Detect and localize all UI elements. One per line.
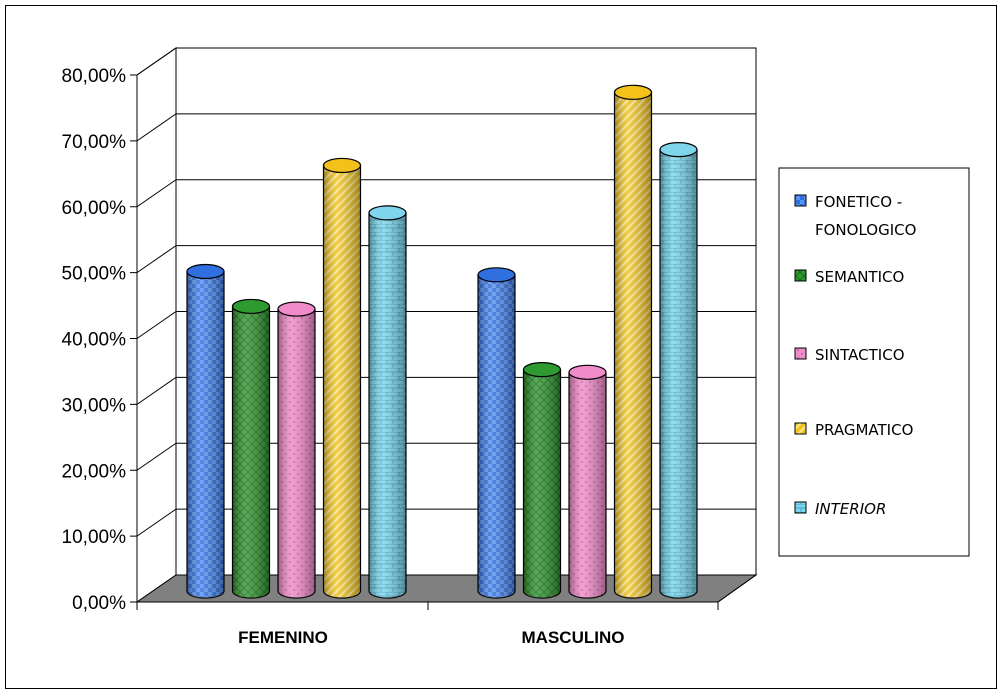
legend-swatch — [794, 501, 807, 514]
legend-item: SINTACTICO — [794, 346, 905, 364]
x-category-label: MASCULINO — [522, 628, 625, 647]
gridline-side — [136, 47, 177, 76]
gridline-side — [136, 508, 177, 537]
x-category-label: FEMENINO — [238, 628, 328, 647]
legend-label: SINTACTICO — [815, 346, 905, 364]
legend-label: FONETICO - — [815, 193, 902, 211]
bar-interior-femenino — [368, 205, 407, 599]
legend-box — [778, 167, 970, 557]
legend-item: SEMANTICO — [794, 268, 904, 286]
y-tick-label: 40,00% — [62, 330, 127, 351]
legend: FONETICO - FONOLOGICO SEMANTICO SINTACTICO P… — [778, 167, 970, 557]
bar-fonetico-fonologico-masculino — [477, 267, 516, 599]
y-tick-label: 60,00% — [62, 198, 127, 219]
bar-pragmatico-femenino — [322, 157, 362, 599]
legend-label: SEMANTICO — [815, 268, 904, 286]
bar-sintactico-masculino — [568, 364, 607, 599]
legend-label: INTERIOR — [815, 500, 886, 518]
gridline-side — [136, 113, 177, 142]
legend-label: FONOLOGICO — [815, 221, 916, 239]
legend-swatch — [794, 194, 807, 207]
legend-label: PRAGMATICO — [815, 421, 913, 439]
bar-semantico-masculino — [522, 362, 562, 599]
bar-pragmatico-masculino — [613, 84, 653, 599]
y-tick-label: 30,00% — [62, 395, 127, 416]
y-tick-label: 50,00% — [62, 264, 127, 285]
legend-swatch — [794, 269, 807, 282]
bar-sintactico-femenino — [277, 301, 316, 599]
y-tick-label: 70,00% — [62, 132, 127, 153]
gridline-side — [136, 442, 177, 471]
gridlines — [136, 47, 756, 537]
legend-swatch — [794, 347, 807, 360]
legend-item: FONETICO - FONOLOGICO — [794, 193, 916, 239]
y-tick-label: 10,00% — [62, 527, 127, 548]
bar-fonetico-fonologico-femenino — [186, 263, 225, 599]
legend-item: PRAGMATICO — [794, 421, 913, 439]
y-axis: 0,00% 10,00% 20,00% 30,00% 40,00% 50,00% 60,00… — [62, 66, 138, 614]
bars — [186, 84, 698, 599]
floor-edge — [717, 574, 757, 603]
bar-interior-masculino — [659, 142, 698, 599]
gridline-side — [136, 245, 177, 274]
legend-item: INTERIOR — [794, 500, 886, 518]
gridline-side — [136, 376, 177, 405]
gridline-side — [136, 311, 177, 339]
x-axis: FEMENINO MASCULINO — [136, 574, 757, 647]
y-tick-label: 0,00% — [72, 593, 126, 614]
bar-semantico-femenino — [231, 298, 271, 599]
y-tick-label: 20,00% — [62, 461, 127, 482]
y-tick-label: 80,00% — [62, 66, 127, 87]
gridline-side — [136, 179, 177, 208]
legend-swatch — [794, 422, 807, 435]
